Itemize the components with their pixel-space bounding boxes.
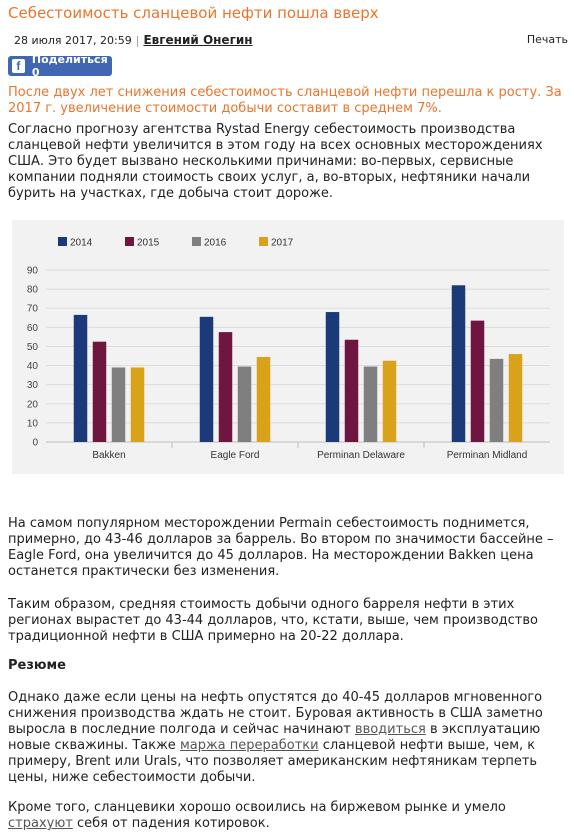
y-tick-label: 60 <box>27 323 39 334</box>
paragraph-5: Кроме того, сланцевики хорошо освоились … <box>8 800 566 832</box>
category-label: Eagle Ford <box>211 450 260 461</box>
cost-bar-chart: 0 10 20 30 40 50 60 70 80 90 Bakken Eagle Ford Permi… <box>12 220 564 474</box>
bar <box>130 367 145 442</box>
legend-swatch <box>58 237 67 246</box>
link-strakhuyut[interactable]: страхуют <box>8 816 73 831</box>
y-tick-label: 90 <box>27 266 39 277</box>
paragraph-4-text-a: Однако даже если цены на нефть опустятся… <box>8 690 543 737</box>
article-lead: После двух лет снижения себестоимость сл… <box>8 85 562 116</box>
paragraph-4-text-c: сланцевой нефти выше, чем, к примеру, Br… <box>8 738 538 785</box>
summary-heading: Резюме <box>8 658 66 673</box>
legend-swatch <box>259 237 268 246</box>
bar <box>256 356 271 442</box>
y-tick-label: 0 <box>32 438 38 449</box>
print-link[interactable]: Печать <box>526 33 568 46</box>
facebook-icon: f <box>12 59 25 73</box>
paragraph-5-text-b: себя от падения котировок. <box>72 816 270 831</box>
article-title: Себестоимость сланцевой нефти пошла ввер… <box>8 4 379 22</box>
y-tick-label: 50 <box>27 342 39 353</box>
legend-label: 2014 <box>70 238 93 249</box>
share-label: Поделиться 0 <box>31 53 108 79</box>
y-tick-label: 40 <box>27 361 39 372</box>
bar <box>470 320 485 442</box>
paragraph-4: Однако даже если цены на нефть опустятся… <box>8 690 566 786</box>
meta-separator: | <box>135 34 140 47</box>
bar <box>451 285 466 442</box>
bar <box>237 366 252 442</box>
y-tick-label: 30 <box>27 380 39 391</box>
bar <box>363 366 378 442</box>
paragraph-4-text-b: в эксплуатацию новые скважины. Также <box>8 722 541 753</box>
paragraph-3: Таким образом, средняя стоимость добычи … <box>8 597 538 644</box>
bar <box>489 358 504 442</box>
publish-date: 28 июля 2017, 20:59 <box>14 34 132 47</box>
paragraph-1: Согласно прогнозу агентства Rystad Energ… <box>8 122 543 201</box>
bar <box>92 341 107 442</box>
legend-swatch <box>192 237 201 246</box>
bar <box>382 360 397 442</box>
legend-swatch <box>125 237 134 246</box>
bar <box>111 367 126 442</box>
article-meta: 28 июля 2017, 20:59 | Евгений Онегин <box>14 33 253 47</box>
link-vvoditsya[interactable]: вводиться <box>354 722 426 737</box>
category-label: Perminan Midland <box>447 450 528 461</box>
category-label: Perminan Delaware <box>317 450 405 461</box>
bar <box>218 332 233 442</box>
bar <box>344 339 359 442</box>
legend-label: 2016 <box>204 238 227 249</box>
facebook-share-button[interactable]: f Поделиться 0 <box>8 53 112 79</box>
y-tick-label: 80 <box>27 285 39 296</box>
y-tick-label: 70 <box>27 304 39 315</box>
bar <box>508 354 523 442</box>
bar <box>73 314 88 442</box>
link-marzha-pererabotki[interactable]: маржа переработки <box>179 738 319 753</box>
legend-label: 2015 <box>137 238 160 249</box>
paragraph-2: На самом популярном месторождении Permai… <box>8 516 554 579</box>
y-tick-label: 10 <box>27 418 39 429</box>
bar <box>325 312 340 442</box>
author-link[interactable]: Евгений Онегин <box>143 33 253 47</box>
legend-label: 2017 <box>271 238 294 249</box>
bar <box>199 316 214 442</box>
y-tick-label: 20 <box>27 399 39 410</box>
paragraph-5-text-a: Кроме того, сланцевики хорошо освоились … <box>8 800 506 815</box>
category-label: Bakken <box>92 450 125 461</box>
